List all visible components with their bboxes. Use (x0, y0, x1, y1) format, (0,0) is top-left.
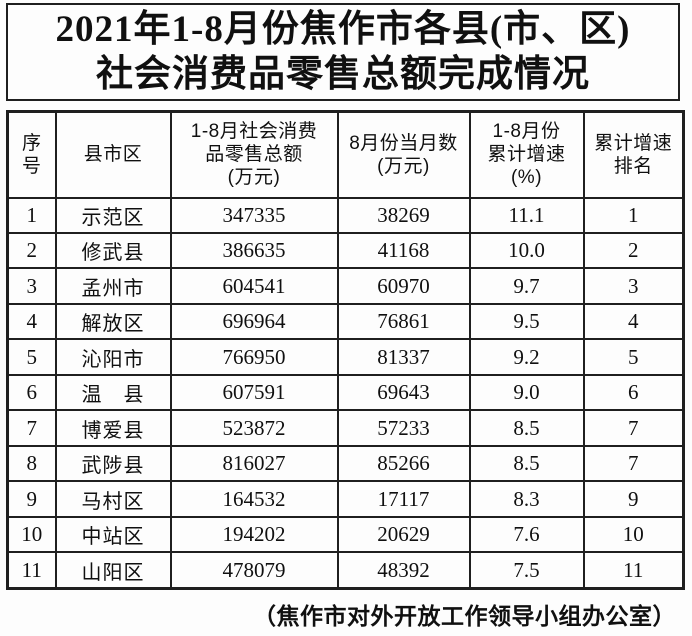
column-header-2: 1-8月社会消费 品零售总额 (万元) (169, 110, 339, 199)
cell-august-value: 48392 (336, 551, 471, 590)
column-header-4: 1-8月份 累计增速 (%) (468, 110, 585, 199)
cell-august-value: 38269 (336, 196, 471, 234)
cell-growth-rate: 7.6 (468, 515, 585, 554)
cell-rank: 4 (582, 302, 685, 341)
cell-august-value: 85266 (336, 444, 471, 483)
cell-total-retail: 766950 (169, 338, 339, 376)
cell-rank: 11 (582, 551, 685, 590)
cell-district: 孟州市 (54, 267, 172, 305)
cell-august-value: 41168 (336, 231, 471, 270)
cell-index: 5 (6, 338, 57, 376)
cell-rank: 5 (582, 338, 685, 376)
cell-rank: 6 (582, 373, 685, 412)
cell-index: 1 (6, 196, 57, 234)
cell-total-retail: 164532 (169, 480, 339, 518)
table-row: 1 示范区 347335 38269 11.1 1 (6, 196, 685, 234)
source-attribution: （焦作市对外开放工作领导小组办公室） (253, 603, 676, 629)
column-header-1: 县市区 (54, 110, 172, 199)
cell-district: 解放区 (54, 302, 172, 341)
cell-index: 7 (6, 409, 57, 447)
cell-august-value: 81337 (336, 338, 471, 376)
cell-rank: 1 (582, 196, 685, 234)
cell-growth-rate: 9.0 (468, 373, 585, 412)
table-row: 8 武陟县 816027 85266 8.5 7 (6, 444, 685, 483)
cell-growth-rate: 11.1 (468, 196, 585, 234)
table-row: 3 孟州市 604541 60970 9.7 3 (6, 267, 685, 305)
cell-growth-rate: 7.5 (468, 551, 585, 590)
cell-index: 9 (6, 480, 57, 518)
cell-index: 3 (6, 267, 57, 305)
table-row: 2 修武县 386635 41168 10.0 2 (6, 231, 685, 270)
cell-growth-rate: 8.3 (468, 480, 585, 518)
page-title: 2021年1-8月份焦作市各县(市、区) 社会消费品零售总额完成情况 (55, 9, 631, 95)
cell-august-value: 20629 (336, 515, 471, 554)
cell-district: 中站区 (54, 515, 172, 554)
cell-district: 温 县 (54, 373, 172, 412)
cell-august-value: 76861 (336, 302, 471, 341)
cell-total-retail: 816027 (169, 444, 339, 483)
title-box: 2021年1-8月份焦作市各县(市、区) 社会消费品零售总额完成情况 (6, 3, 680, 101)
cell-index: 10 (6, 515, 57, 554)
cell-growth-rate: 8.5 (468, 444, 585, 483)
table-row: 10 中站区 194202 20629 7.6 10 (6, 515, 685, 554)
cell-total-retail: 194202 (169, 515, 339, 554)
column-header-0: 序 号 (6, 110, 57, 199)
column-header-3: 8月份当月数 (万元) (336, 110, 471, 199)
cell-rank: 10 (582, 515, 685, 554)
cell-index: 2 (6, 231, 57, 270)
cell-rank: 3 (582, 267, 685, 305)
cell-rank: 2 (582, 231, 685, 270)
cell-total-retail: 604541 (169, 267, 339, 305)
cell-total-retail: 607591 (169, 373, 339, 412)
table-header-row: 序 号县市区 1-8月社会消费 品零售总额 (万元) 8月份当月数 (万元) 1-8月… (6, 110, 685, 199)
cell-district: 马村区 (54, 480, 172, 518)
cell-august-value: 57233 (336, 409, 471, 447)
cell-august-value: 60970 (336, 267, 471, 305)
cell-total-retail: 696964 (169, 302, 339, 341)
cell-total-retail: 478079 (169, 551, 339, 590)
cell-district: 示范区 (54, 196, 172, 234)
cell-rank: 7 (582, 409, 685, 447)
retail-sales-table: 序 号县市区 1-8月社会消费 品零售总额 (万元) 8月份当月数 (万元) 1-8月… (6, 110, 685, 590)
cell-rank: 9 (582, 480, 685, 518)
cell-growth-rate: 10.0 (468, 231, 585, 270)
table-row: 5 沁阳市 766950 81337 9.2 5 (6, 338, 685, 376)
cell-august-value: 17117 (336, 480, 471, 518)
cell-index: 11 (6, 551, 57, 590)
cell-august-value: 69643 (336, 373, 471, 412)
cell-district: 修武县 (54, 231, 172, 270)
cell-growth-rate: 9.7 (468, 267, 585, 305)
table-row: 9 马村区 164532 17117 8.3 9 (6, 480, 685, 518)
table-row: 7 博爱县 523872 57233 8.5 7 (6, 409, 685, 447)
table-row: 11 山阳区 478079 48392 7.5 11 (6, 551, 685, 590)
cell-growth-rate: 9.2 (468, 338, 585, 376)
cell-growth-rate: 8.5 (468, 409, 585, 447)
cell-growth-rate: 9.5 (468, 302, 585, 341)
cell-index: 8 (6, 444, 57, 483)
table-header: 序 号县市区 1-8月社会消费 品零售总额 (万元) 8月份当月数 (万元) 1-8月… (6, 110, 685, 199)
cell-district: 博爱县 (54, 409, 172, 447)
cell-district: 沁阳市 (54, 338, 172, 376)
cell-total-retail: 523872 (169, 409, 339, 447)
cell-rank: 7 (582, 444, 685, 483)
cell-district: 武陟县 (54, 444, 172, 483)
table-body: 1 示范区 347335 38269 11.1 1 2 修武县 386635 41168 10.0 2… (6, 196, 685, 590)
cell-index: 4 (6, 302, 57, 341)
table-row: 4 解放区 696964 76861 9.5 4 (6, 302, 685, 341)
cell-total-retail: 386635 (169, 231, 339, 270)
column-header-5: 累计增速 排名 (582, 110, 685, 199)
cell-district: 山阳区 (54, 551, 172, 590)
cell-total-retail: 347335 (169, 196, 339, 234)
cell-index: 6 (6, 373, 57, 412)
